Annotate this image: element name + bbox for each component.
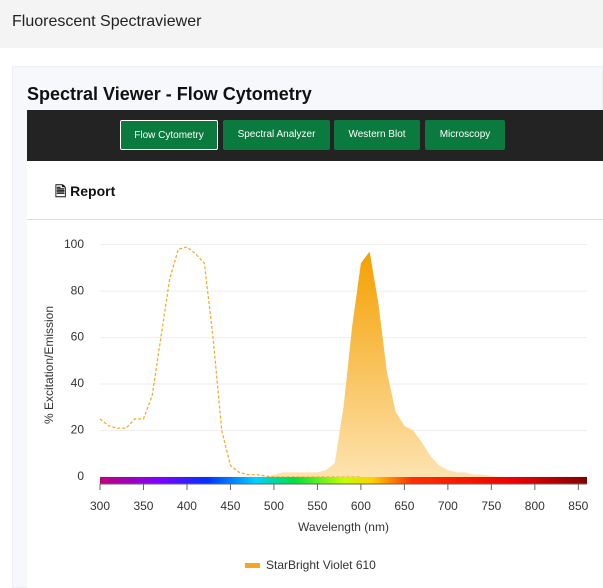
x-tick-label: 300 bbox=[90, 499, 110, 513]
excitation-line bbox=[99, 246, 361, 478]
x-tick-label: 650 bbox=[394, 499, 414, 513]
y-tick-label: 60 bbox=[71, 330, 85, 344]
x-tick-label: 750 bbox=[481, 499, 501, 513]
report-button[interactable]: 🗎 Report bbox=[55, 183, 116, 199]
y-tick-label: 100 bbox=[64, 237, 84, 251]
y-tick-label: 40 bbox=[71, 376, 85, 390]
x-tick-label: 350 bbox=[133, 499, 153, 513]
x-tick-label: 450 bbox=[220, 499, 240, 513]
y-axis-label: % Excitation/Emission bbox=[42, 306, 56, 424]
tab[interactable]: Microscopy bbox=[425, 120, 505, 150]
y-tick-label: 80 bbox=[71, 283, 85, 297]
report-label: Report bbox=[70, 183, 116, 199]
spectrum-bar bbox=[100, 477, 587, 484]
x-axis-label: Wavelength (nm) bbox=[298, 520, 389, 534]
x-tick-label: 700 bbox=[438, 499, 458, 513]
legend-label: StarBright Violet 610 bbox=[266, 558, 376, 572]
legend-swatch bbox=[245, 563, 260, 568]
x-tick-label: 500 bbox=[264, 499, 284, 513]
x-tick-label: 600 bbox=[351, 499, 371, 513]
header-title: Fluorescent Spectraviewer bbox=[0, 0, 603, 48]
tab[interactable]: Spectral Analyzer bbox=[223, 120, 330, 150]
x-tick-label: 550 bbox=[307, 499, 327, 513]
divider bbox=[27, 219, 603, 220]
panel-title: Spectral Viewer - Flow Cytometry bbox=[27, 84, 312, 104]
tab[interactable]: Western Blot bbox=[334, 120, 420, 150]
x-tick-label: 800 bbox=[525, 499, 545, 513]
x-tick-label: 400 bbox=[177, 499, 197, 513]
content bbox=[27, 161, 603, 588]
tab[interactable]: Flow Cytometry bbox=[120, 120, 218, 150]
y-tick-label: 20 bbox=[71, 423, 85, 437]
y-tick-label: 0 bbox=[77, 469, 84, 483]
emission-area bbox=[100, 251, 579, 477]
x-tick-label: 850 bbox=[568, 499, 588, 513]
